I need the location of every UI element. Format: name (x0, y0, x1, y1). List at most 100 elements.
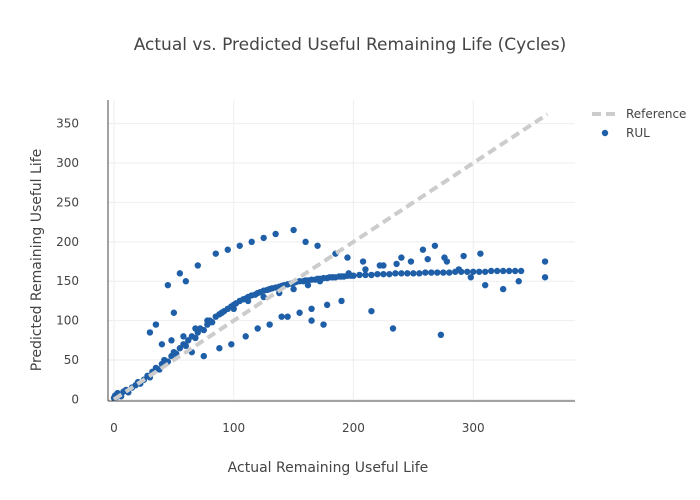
rul-point (180, 333, 187, 340)
rul-point (422, 269, 429, 276)
rul-point (316, 278, 324, 285)
y-tick-label: 100 (56, 314, 79, 328)
rul-point (410, 270, 417, 277)
rul-point (434, 269, 441, 276)
legend-reference-label: Reference (626, 107, 686, 121)
rul-point (493, 267, 501, 275)
rul-point (192, 334, 199, 342)
y-tick-label: 250 (56, 195, 79, 209)
rul-point (146, 329, 154, 336)
legend-rul-swatch (601, 129, 609, 137)
rul-point (224, 246, 231, 253)
rul-point (308, 317, 315, 324)
x-tick-label: 0 (110, 421, 118, 435)
rul-point (248, 238, 255, 246)
rul-point (440, 269, 447, 276)
rul-point (260, 234, 267, 242)
rul-point (192, 325, 199, 332)
rul-point (362, 271, 369, 279)
rul-point (338, 297, 345, 305)
rul-point (218, 309, 225, 316)
rul-point (266, 321, 273, 328)
rul-point (200, 352, 207, 360)
rul-point (455, 266, 463, 273)
rul-point (499, 285, 507, 293)
rul-point (437, 331, 445, 339)
rul-point (356, 271, 363, 279)
rul-point (380, 270, 387, 278)
rul-point (345, 270, 352, 277)
rul-point (230, 305, 237, 313)
y-tick-label: 50 (64, 353, 79, 367)
rul-point (194, 262, 202, 269)
rul-point (441, 254, 448, 261)
rul-point (477, 250, 484, 257)
rul-point (424, 255, 431, 263)
rul-point (407, 258, 415, 265)
rul-point (170, 309, 178, 316)
rul-point (541, 258, 549, 265)
y-tick-label: 200 (56, 235, 79, 249)
x-tick-label: 100 (222, 421, 245, 435)
rul-point (308, 305, 315, 313)
rul-point (505, 267, 513, 275)
rul-point (359, 258, 367, 265)
grid (108, 100, 575, 401)
rul-point (511, 267, 519, 275)
y-tick-label: 350 (56, 117, 79, 131)
legend[interactable]: Reference RUL (592, 107, 686, 140)
rul-point (158, 341, 166, 348)
rul-point (446, 269, 453, 276)
rul-point (168, 337, 175, 344)
rul-point (404, 270, 411, 277)
rul-point (290, 285, 297, 293)
rul-point (290, 226, 297, 234)
rul-point (368, 307, 375, 315)
rul-point (244, 297, 252, 305)
rul-point (236, 242, 243, 249)
rul-point (278, 313, 285, 320)
rul-point (376, 262, 384, 269)
rul-point (460, 252, 467, 260)
axes (107, 100, 575, 402)
x-tick-label: 200 (342, 421, 365, 435)
rul-point (398, 270, 405, 277)
rul-point (386, 270, 393, 278)
rul-point (515, 278, 522, 285)
rul-point (296, 309, 303, 316)
chart-title: Actual vs. Predicted Useful Remaining Li… (134, 35, 567, 55)
rul-point (329, 274, 337, 281)
rul-point (320, 321, 327, 328)
y-tick-label: 0 (71, 392, 79, 406)
rul-point (416, 270, 423, 277)
rul-point (481, 268, 489, 275)
rul-point (350, 272, 357, 279)
rul-point (314, 242, 321, 249)
rul-point (362, 266, 369, 273)
rul-point (464, 268, 471, 275)
y-tick-label: 150 (56, 274, 79, 288)
rul-point (419, 246, 427, 253)
rul-point (228, 341, 235, 348)
rul-point (323, 301, 331, 309)
y-axis-title: Predicted Remaining Useful Life (29, 149, 45, 372)
rul-point (152, 321, 160, 328)
rul-point (392, 270, 399, 277)
rul-point (344, 254, 351, 261)
rul-point (398, 254, 405, 261)
rul-point (242, 333, 249, 340)
rul-point (164, 281, 172, 289)
rul-point (212, 250, 219, 257)
rul-point (284, 313, 291, 320)
legend-rul-label: RUL (626, 126, 650, 140)
rul-point (260, 293, 267, 301)
reference-line-group (112, 112, 549, 402)
y-tick-label: 300 (56, 156, 79, 170)
rul-point (481, 281, 489, 289)
rul-point (476, 268, 483, 275)
rul-point (389, 325, 397, 332)
rul-point (254, 325, 261, 332)
rul-point (487, 267, 495, 275)
x-axis-title: Actual Remaining Useful Life (228, 460, 429, 476)
